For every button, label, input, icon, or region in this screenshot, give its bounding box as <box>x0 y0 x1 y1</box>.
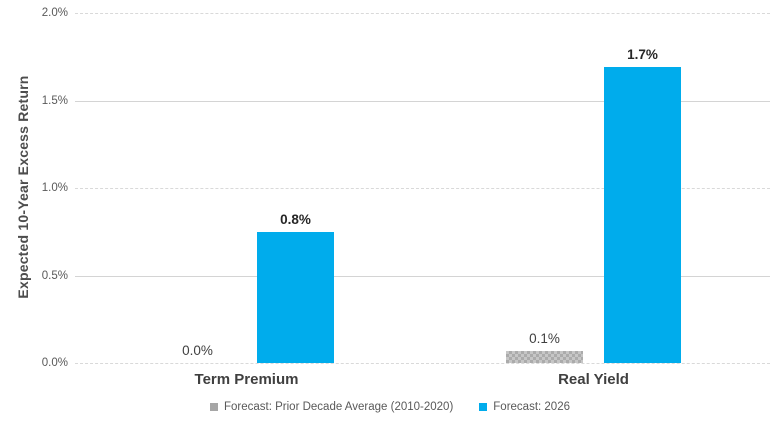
y-tick-label-1-0: 1.0% <box>41 182 68 194</box>
y-tick-label-2-0: 2.0% <box>41 7 68 19</box>
legend-item-forecast-prior-decade-average-2010-2020: Forecast: Prior Decade Average (2010-202… <box>210 401 453 413</box>
legend-marker-icon <box>210 403 218 411</box>
y-tick-label-0-5: 0.5% <box>41 269 68 282</box>
bar-data-label-real-yield-forecast-2026: 1.7% <box>627 47 658 63</box>
legend-label: Forecast: 2026 <box>493 401 570 413</box>
legend: Forecast: Prior Decade Average (2010-202… <box>0 401 780 413</box>
bar-data-label-term-premium-forecast-2026: 0.8% <box>280 211 311 227</box>
y-tick-label-1-5: 1.5% <box>41 94 68 107</box>
gridline-1-0 <box>75 188 770 189</box>
bar-term-premium-forecast-2026 <box>257 231 334 363</box>
legend-label: Forecast: Prior Decade Average (2010-202… <box>224 401 454 413</box>
gridline-0-5 <box>75 275 770 277</box>
x-category-label-term-premium: Term Premium <box>194 371 299 388</box>
legend-marker-icon <box>479 403 488 411</box>
gridline-1-5 <box>75 100 770 102</box>
bar-data-label-term-premium-forecast-prior-decade-average-2010-2020: 0.0% <box>182 343 213 358</box>
y-tick-label-0-0: 0.0% <box>41 357 68 369</box>
bar-data-label-real-yield-forecast-prior-decade-average-2010-2020: 0.1% <box>529 330 560 346</box>
plot-area: 0.0% 0.8% 0.1% 1.7% <box>75 13 770 364</box>
legend-item-forecast-2026: Forecast: 2026 <box>479 401 570 413</box>
bar-real-yield-forecast-prior-decade-average-2010-2020 <box>506 350 583 363</box>
gridline-2-0 <box>75 13 770 14</box>
x-category-label-real-yield: Real Yield <box>558 371 629 388</box>
x-axis-line <box>75 363 770 364</box>
bar-real-yield-forecast-2026 <box>604 67 681 363</box>
